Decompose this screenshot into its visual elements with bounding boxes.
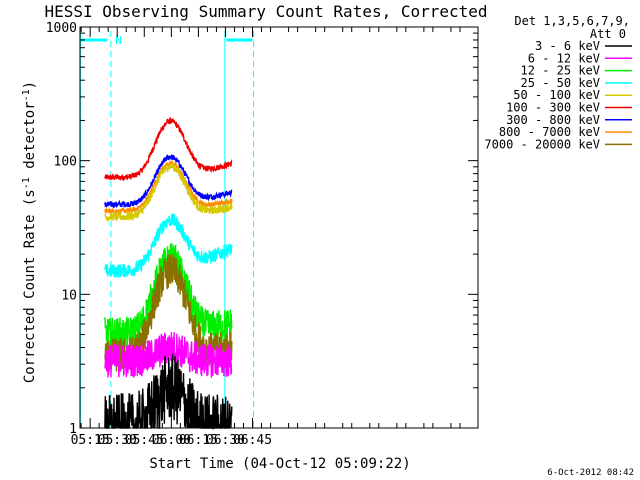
y-axis-label-main: Corrected Count Rate (s bbox=[22, 189, 38, 383]
axes-layer: 1 10 100 1000 05:1505:3005:4506:0006:1506:30… bbox=[46, 21, 479, 448]
x-tick-label: 06:00 bbox=[152, 433, 191, 448]
legend-entry-label: 100 - 300 keV bbox=[506, 101, 600, 115]
legend-entry-label: 50 - 100 keV bbox=[513, 88, 600, 102]
legend-entry-label: 300 - 800 keV bbox=[506, 113, 600, 127]
y-tick-label: 1 bbox=[69, 422, 77, 437]
x-axis-label: Start Time (04-Oct-12 05:09:22) bbox=[149, 456, 410, 472]
legend-header: Det 1,3,5,6,7,9, bbox=[514, 14, 630, 28]
series-line bbox=[104, 116, 233, 182]
legend-entry-label: 3 - 6 keV bbox=[535, 39, 600, 53]
y-axis-label-sup1: -1 bbox=[21, 177, 32, 189]
footer-timestamp: 6-Oct-2012 08:42 bbox=[547, 468, 634, 478]
x-tick-label: 05:30 bbox=[98, 433, 137, 448]
series-line bbox=[104, 213, 233, 278]
legend-entry-label: 7000 - 20000 keV bbox=[484, 137, 600, 151]
y-axis-label: Corrected Count Rate (s-1 detector-1) bbox=[21, 81, 38, 383]
y-axis-label-end: ) bbox=[22, 81, 38, 89]
y-tick-label: 1000 bbox=[46, 21, 77, 36]
plot-layer: N bbox=[79, 31, 255, 431]
x-tick-label: 05:45 bbox=[125, 433, 164, 448]
x-tick-label: 06:30 bbox=[206, 433, 245, 448]
legend-entry-label: 12 - 25 keV bbox=[521, 64, 600, 78]
legend-subheader: Att 0 bbox=[590, 27, 626, 41]
night-marker-label: N bbox=[115, 34, 122, 47]
y-tick-label: 100 bbox=[54, 155, 77, 170]
legend-entry-label: 25 - 50 keV bbox=[521, 76, 600, 90]
y-tick-label: 10 bbox=[61, 288, 77, 303]
legend-entry-label: 6 - 12 keV bbox=[528, 51, 600, 65]
x-tick-label: 05:15 bbox=[71, 433, 110, 448]
series-line bbox=[104, 332, 233, 378]
legend-entry-label: 800 - 7000 keV bbox=[499, 125, 600, 139]
series-line bbox=[104, 162, 233, 223]
plot-frame bbox=[79, 26, 479, 429]
y-axis-label-sup2: -1 bbox=[21, 89, 32, 101]
x-tick-label: 06:15 bbox=[179, 433, 218, 448]
y-axis-label-mid: detector bbox=[22, 101, 38, 177]
chart-title: HESSI Observing Summary Count Rates, Cor… bbox=[44, 2, 487, 21]
x-tick-label: 06:45 bbox=[233, 433, 272, 448]
series-line bbox=[104, 154, 233, 209]
